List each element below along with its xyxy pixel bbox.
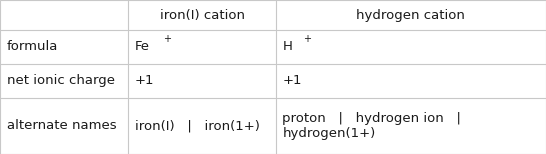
Text: proton   |   hydrogen ion   |
hydrogen(1+): proton | hydrogen ion | hydrogen(1+)	[282, 112, 461, 140]
Text: H: H	[282, 41, 292, 53]
Text: iron(I) cation: iron(I) cation	[159, 8, 245, 22]
Text: formula: formula	[7, 41, 58, 53]
Text: Fe: Fe	[135, 41, 150, 53]
Text: +: +	[303, 34, 311, 43]
Text: +1: +1	[282, 74, 302, 87]
Text: +1: +1	[135, 74, 155, 87]
Text: alternate names: alternate names	[7, 119, 116, 132]
Text: net ionic charge: net ionic charge	[7, 74, 115, 87]
Text: +: +	[163, 34, 171, 43]
Text: hydrogen cation: hydrogen cation	[357, 8, 465, 22]
Text: iron(I)   |   iron(1+): iron(I) | iron(1+)	[135, 119, 260, 132]
